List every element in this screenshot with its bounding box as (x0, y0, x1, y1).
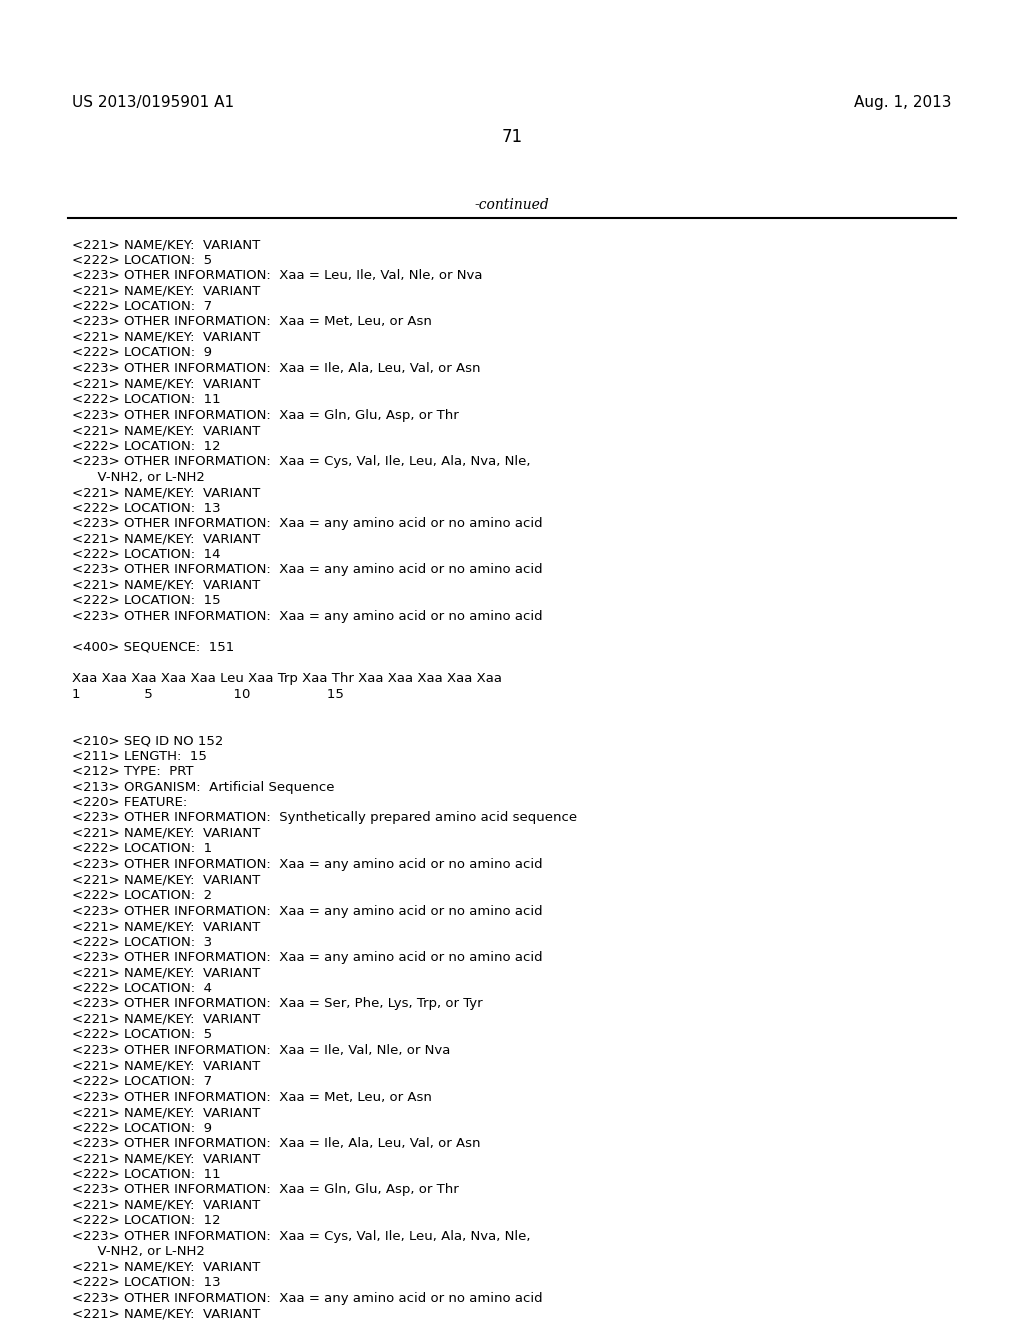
Text: <221> NAME/KEY:  VARIANT: <221> NAME/KEY: VARIANT (72, 285, 260, 297)
Text: V-NH2, or L-NH2: V-NH2, or L-NH2 (72, 470, 205, 483)
Text: <221> NAME/KEY:  VARIANT: <221> NAME/KEY: VARIANT (72, 1199, 260, 1212)
Text: <223> OTHER INFORMATION:  Xaa = any amino acid or no amino acid: <223> OTHER INFORMATION: Xaa = any amino… (72, 1292, 543, 1305)
Text: <221> NAME/KEY:  VARIANT: <221> NAME/KEY: VARIANT (72, 828, 260, 840)
Text: <221> NAME/KEY:  VARIANT: <221> NAME/KEY: VARIANT (72, 331, 260, 345)
Text: 71: 71 (502, 128, 522, 147)
Text: <222> LOCATION:  7: <222> LOCATION: 7 (72, 300, 212, 313)
Text: <211> LENGTH:  15: <211> LENGTH: 15 (72, 750, 207, 763)
Text: <221> NAME/KEY:  VARIANT: <221> NAME/KEY: VARIANT (72, 1152, 260, 1166)
Text: <213> ORGANISM:  Artificial Sequence: <213> ORGANISM: Artificial Sequence (72, 780, 335, 793)
Text: <223> OTHER INFORMATION:  Xaa = Ser, Phe, Lys, Trp, or Tyr: <223> OTHER INFORMATION: Xaa = Ser, Phe,… (72, 998, 482, 1011)
Text: <223> OTHER INFORMATION:  Xaa = any amino acid or no amino acid: <223> OTHER INFORMATION: Xaa = any amino… (72, 858, 543, 871)
Text: <221> NAME/KEY:  VARIANT: <221> NAME/KEY: VARIANT (72, 579, 260, 591)
Text: <223> OTHER INFORMATION:  Xaa = any amino acid or no amino acid: <223> OTHER INFORMATION: Xaa = any amino… (72, 904, 543, 917)
Text: <222> LOCATION:  11: <222> LOCATION: 11 (72, 393, 220, 407)
Text: <221> NAME/KEY:  VARIANT: <221> NAME/KEY: VARIANT (72, 238, 260, 251)
Text: <222> LOCATION:  14: <222> LOCATION: 14 (72, 548, 220, 561)
Text: Xaa Xaa Xaa Xaa Xaa Leu Xaa Trp Xaa Thr Xaa Xaa Xaa Xaa Xaa: Xaa Xaa Xaa Xaa Xaa Leu Xaa Trp Xaa Thr … (72, 672, 502, 685)
Text: <223> OTHER INFORMATION:  Xaa = Ile, Ala, Leu, Val, or Asn: <223> OTHER INFORMATION: Xaa = Ile, Ala,… (72, 362, 480, 375)
Text: <222> LOCATION:  12: <222> LOCATION: 12 (72, 440, 220, 453)
Text: <222> LOCATION:  7: <222> LOCATION: 7 (72, 1074, 212, 1088)
Text: <223> OTHER INFORMATION:  Xaa = any amino acid or no amino acid: <223> OTHER INFORMATION: Xaa = any amino… (72, 517, 543, 531)
Text: <222> LOCATION:  5: <222> LOCATION: 5 (72, 1028, 212, 1041)
Text: <222> LOCATION:  4: <222> LOCATION: 4 (72, 982, 212, 995)
Text: <223> OTHER INFORMATION:  Xaa = Met, Leu, or Asn: <223> OTHER INFORMATION: Xaa = Met, Leu,… (72, 315, 432, 329)
Text: <221> NAME/KEY:  VARIANT: <221> NAME/KEY: VARIANT (72, 1308, 260, 1320)
Text: <220> FEATURE:: <220> FEATURE: (72, 796, 187, 809)
Text: <221> NAME/KEY:  VARIANT: <221> NAME/KEY: VARIANT (72, 532, 260, 545)
Text: <221> NAME/KEY:  VARIANT: <221> NAME/KEY: VARIANT (72, 1012, 260, 1026)
Text: <223> OTHER INFORMATION:  Xaa = Cys, Val, Ile, Leu, Ala, Nva, Nle,: <223> OTHER INFORMATION: Xaa = Cys, Val,… (72, 1230, 530, 1243)
Text: <222> LOCATION:  15: <222> LOCATION: 15 (72, 594, 220, 607)
Text: <222> LOCATION:  9: <222> LOCATION: 9 (72, 1122, 212, 1134)
Text: <223> OTHER INFORMATION:  Xaa = Gln, Glu, Asp, or Thr: <223> OTHER INFORMATION: Xaa = Gln, Glu,… (72, 1184, 459, 1196)
Text: V-NH2, or L-NH2: V-NH2, or L-NH2 (72, 1246, 205, 1258)
Text: 1               5                   10                  15: 1 5 10 15 (72, 688, 344, 701)
Text: <222> LOCATION:  9: <222> LOCATION: 9 (72, 346, 212, 359)
Text: <221> NAME/KEY:  VARIANT: <221> NAME/KEY: VARIANT (72, 966, 260, 979)
Text: <223> OTHER INFORMATION:  Xaa = Gln, Glu, Asp, or Thr: <223> OTHER INFORMATION: Xaa = Gln, Glu,… (72, 408, 459, 421)
Text: <222> LOCATION:  12: <222> LOCATION: 12 (72, 1214, 220, 1228)
Text: -continued: -continued (475, 198, 549, 213)
Text: <221> NAME/KEY:  VARIANT: <221> NAME/KEY: VARIANT (72, 378, 260, 391)
Text: <223> OTHER INFORMATION:  Xaa = any amino acid or no amino acid: <223> OTHER INFORMATION: Xaa = any amino… (72, 950, 543, 964)
Text: <223> OTHER INFORMATION:  Xaa = Ile, Val, Nle, or Nva: <223> OTHER INFORMATION: Xaa = Ile, Val,… (72, 1044, 451, 1057)
Text: <223> OTHER INFORMATION:  Xaa = any amino acid or no amino acid: <223> OTHER INFORMATION: Xaa = any amino… (72, 610, 543, 623)
Text: <223> OTHER INFORMATION:  Xaa = Met, Leu, or Asn: <223> OTHER INFORMATION: Xaa = Met, Leu,… (72, 1090, 432, 1104)
Text: <210> SEQ ID NO 152: <210> SEQ ID NO 152 (72, 734, 223, 747)
Text: <222> LOCATION:  11: <222> LOCATION: 11 (72, 1168, 220, 1181)
Text: <222> LOCATION:  13: <222> LOCATION: 13 (72, 1276, 220, 1290)
Text: <221> NAME/KEY:  VARIANT: <221> NAME/KEY: VARIANT (72, 1261, 260, 1274)
Text: US 2013/0195901 A1: US 2013/0195901 A1 (72, 95, 234, 110)
Text: <223> OTHER INFORMATION:  Xaa = Ile, Ala, Leu, Val, or Asn: <223> OTHER INFORMATION: Xaa = Ile, Ala,… (72, 1137, 480, 1150)
Text: <221> NAME/KEY:  VARIANT: <221> NAME/KEY: VARIANT (72, 1106, 260, 1119)
Text: <222> LOCATION:  13: <222> LOCATION: 13 (72, 502, 220, 515)
Text: Aug. 1, 2013: Aug. 1, 2013 (854, 95, 952, 110)
Text: <400> SEQUENCE:  151: <400> SEQUENCE: 151 (72, 642, 234, 653)
Text: <221> NAME/KEY:  VARIANT: <221> NAME/KEY: VARIANT (72, 424, 260, 437)
Text: <212> TYPE:  PRT: <212> TYPE: PRT (72, 766, 194, 777)
Text: <222> LOCATION:  3: <222> LOCATION: 3 (72, 936, 212, 949)
Text: <222> LOCATION:  5: <222> LOCATION: 5 (72, 253, 212, 267)
Text: <223> OTHER INFORMATION:  Synthetically prepared amino acid sequence: <223> OTHER INFORMATION: Synthetically p… (72, 812, 578, 825)
Text: <223> OTHER INFORMATION:  Xaa = Leu, Ile, Val, Nle, or Nva: <223> OTHER INFORMATION: Xaa = Leu, Ile,… (72, 269, 482, 282)
Text: <221> NAME/KEY:  VARIANT: <221> NAME/KEY: VARIANT (72, 486, 260, 499)
Text: <223> OTHER INFORMATION:  Xaa = Cys, Val, Ile, Leu, Ala, Nva, Nle,: <223> OTHER INFORMATION: Xaa = Cys, Val,… (72, 455, 530, 469)
Text: <221> NAME/KEY:  VARIANT: <221> NAME/KEY: VARIANT (72, 874, 260, 887)
Text: <222> LOCATION:  1: <222> LOCATION: 1 (72, 842, 212, 855)
Text: <221> NAME/KEY:  VARIANT: <221> NAME/KEY: VARIANT (72, 1060, 260, 1072)
Text: <222> LOCATION:  2: <222> LOCATION: 2 (72, 888, 212, 902)
Text: <223> OTHER INFORMATION:  Xaa = any amino acid or no amino acid: <223> OTHER INFORMATION: Xaa = any amino… (72, 564, 543, 577)
Text: <221> NAME/KEY:  VARIANT: <221> NAME/KEY: VARIANT (72, 920, 260, 933)
